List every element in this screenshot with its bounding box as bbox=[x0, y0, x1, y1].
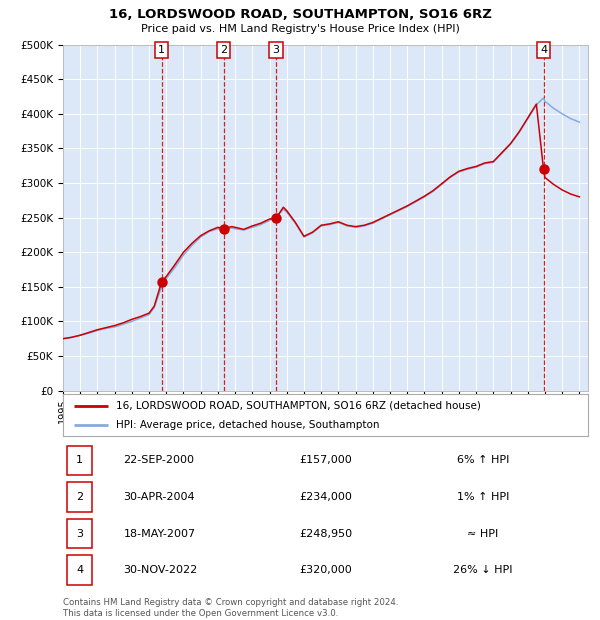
Text: 1: 1 bbox=[158, 45, 165, 55]
Text: Price paid vs. HM Land Registry's House Price Index (HPI): Price paid vs. HM Land Registry's House … bbox=[140, 24, 460, 33]
FancyBboxPatch shape bbox=[67, 446, 92, 475]
Text: 1: 1 bbox=[76, 455, 83, 466]
Text: 2: 2 bbox=[220, 45, 227, 55]
Text: £248,950: £248,950 bbox=[299, 528, 352, 539]
Text: 22-SEP-2000: 22-SEP-2000 bbox=[124, 455, 194, 466]
Text: 4: 4 bbox=[540, 45, 547, 55]
Text: 3: 3 bbox=[272, 45, 280, 55]
Text: 26% ↓ HPI: 26% ↓ HPI bbox=[453, 565, 513, 575]
Text: 4: 4 bbox=[76, 565, 83, 575]
Text: 18-MAY-2007: 18-MAY-2007 bbox=[124, 528, 196, 539]
Text: 16, LORDSWOOD ROAD, SOUTHAMPTON, SO16 6RZ: 16, LORDSWOOD ROAD, SOUTHAMPTON, SO16 6R… bbox=[109, 8, 491, 21]
Text: £234,000: £234,000 bbox=[299, 492, 352, 502]
FancyBboxPatch shape bbox=[67, 556, 92, 585]
FancyBboxPatch shape bbox=[67, 519, 92, 548]
Text: £320,000: £320,000 bbox=[299, 565, 352, 575]
Text: 2: 2 bbox=[76, 492, 83, 502]
Text: 30-APR-2004: 30-APR-2004 bbox=[124, 492, 195, 502]
Text: HPI: Average price, detached house, Southampton: HPI: Average price, detached house, Sout… bbox=[115, 420, 379, 430]
Text: 3: 3 bbox=[76, 528, 83, 539]
Text: Contains HM Land Registry data © Crown copyright and database right 2024.
This d: Contains HM Land Registry data © Crown c… bbox=[63, 598, 398, 618]
Text: 6% ↑ HPI: 6% ↑ HPI bbox=[457, 455, 509, 466]
Text: ≈ HPI: ≈ HPI bbox=[467, 528, 499, 539]
Text: £157,000: £157,000 bbox=[299, 455, 352, 466]
Text: 16, LORDSWOOD ROAD, SOUTHAMPTON, SO16 6RZ (detached house): 16, LORDSWOOD ROAD, SOUTHAMPTON, SO16 6R… bbox=[115, 401, 481, 410]
Text: 1% ↑ HPI: 1% ↑ HPI bbox=[457, 492, 509, 502]
FancyBboxPatch shape bbox=[67, 482, 92, 512]
Text: 30-NOV-2022: 30-NOV-2022 bbox=[124, 565, 197, 575]
